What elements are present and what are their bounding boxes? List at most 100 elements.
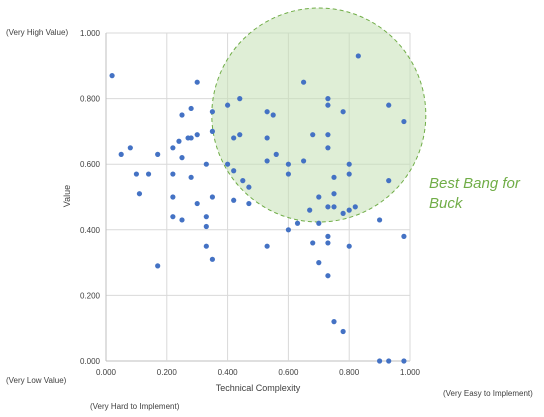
data-point [194,132,200,138]
data-point [325,233,331,239]
data-point [170,171,176,177]
data-point [188,135,194,141]
data-point [325,240,331,246]
data-point [340,328,346,335]
data-point [203,161,209,167]
x-tick-label: 0.200 [157,368,178,377]
best-bang-circle [211,7,427,223]
data-point [331,319,337,325]
data-point [310,132,316,138]
data-point [401,118,407,125]
data-point [188,105,194,112]
y-tick-label: 0.800 [80,95,101,104]
data-point [340,109,346,115]
data-point [316,260,322,266]
y-axis-title: Value [62,185,72,207]
data-point [346,243,352,249]
data-point [386,102,392,108]
data-point [310,240,316,246]
data-point [316,194,322,200]
data-point [386,358,392,364]
data-point [301,79,307,85]
annotation-line-2: Buck [429,195,464,212]
data-point [285,227,291,233]
annotation-line-1: Best Bang for [429,175,521,192]
data-point [231,197,237,203]
y-tick-label: 0.200 [80,291,101,300]
data-point [325,204,331,210]
data-point [188,174,194,180]
data-point [133,171,139,177]
data-point [346,161,352,167]
data-point [386,178,392,184]
data-point [264,243,270,249]
y-tick-label: 1.000 [80,29,101,38]
data-point [270,112,276,118]
data-point [331,204,337,210]
data-point [240,178,246,184]
data-point [237,132,243,138]
data-point [325,102,331,108]
data-point [346,207,352,213]
data-point [170,214,176,220]
data-point [231,168,237,174]
data-point [225,102,231,108]
data-point [301,158,307,164]
data-point [155,263,161,269]
data-point [170,145,176,151]
data-point [179,112,185,118]
data-point [377,358,383,364]
data-point [285,161,291,167]
data-point [285,171,291,177]
data-point [118,151,124,157]
data-point [179,155,185,161]
tick-labels: 0.000 0.200 0.400 0.600 0.800 1.000 0.000 0.200… [80,29,421,377]
data-point [264,109,270,115]
data-point [325,273,331,279]
data-point [145,171,152,177]
data-point [194,79,200,85]
data-points [109,53,407,364]
y-tick-label: 0.600 [80,160,101,169]
data-point [209,109,215,115]
x-low-label: (Very Hard to Implement) [90,402,180,411]
data-point [231,135,237,141]
x-axis-title: Technical Complexity [216,383,301,393]
data-point [331,191,337,197]
data-point [209,194,215,200]
data-point [127,145,133,151]
data-point [307,207,313,213]
data-point [340,210,346,216]
y-tick-label: 0.000 [80,357,101,366]
data-point [203,223,209,230]
best-bang-region [211,7,427,223]
x-tick-label: 0.000 [96,368,117,377]
data-point [170,194,176,200]
x-tick-label: 0.800 [339,368,360,377]
data-point [325,132,331,138]
data-point [203,243,209,249]
data-point [346,171,352,177]
data-point [264,158,270,164]
y-tick-label: 0.400 [80,226,101,235]
y-high-label: (Very High Value) [6,28,68,37]
x-tick-label: 0.400 [218,368,239,377]
data-point [225,161,231,167]
data-point [325,145,331,151]
data-point [273,151,279,157]
data-point [401,233,407,239]
data-point [246,184,252,190]
data-point [377,217,383,223]
data-point [194,200,200,207]
data-point [325,96,331,102]
data-point [246,200,252,207]
data-point [294,220,301,226]
x-high-label: (Very Easy to Implement) [443,389,533,398]
data-point [176,138,182,144]
data-point [209,128,215,134]
data-point [316,220,322,226]
data-point [401,358,407,364]
data-point [331,174,337,180]
data-point [203,214,209,220]
